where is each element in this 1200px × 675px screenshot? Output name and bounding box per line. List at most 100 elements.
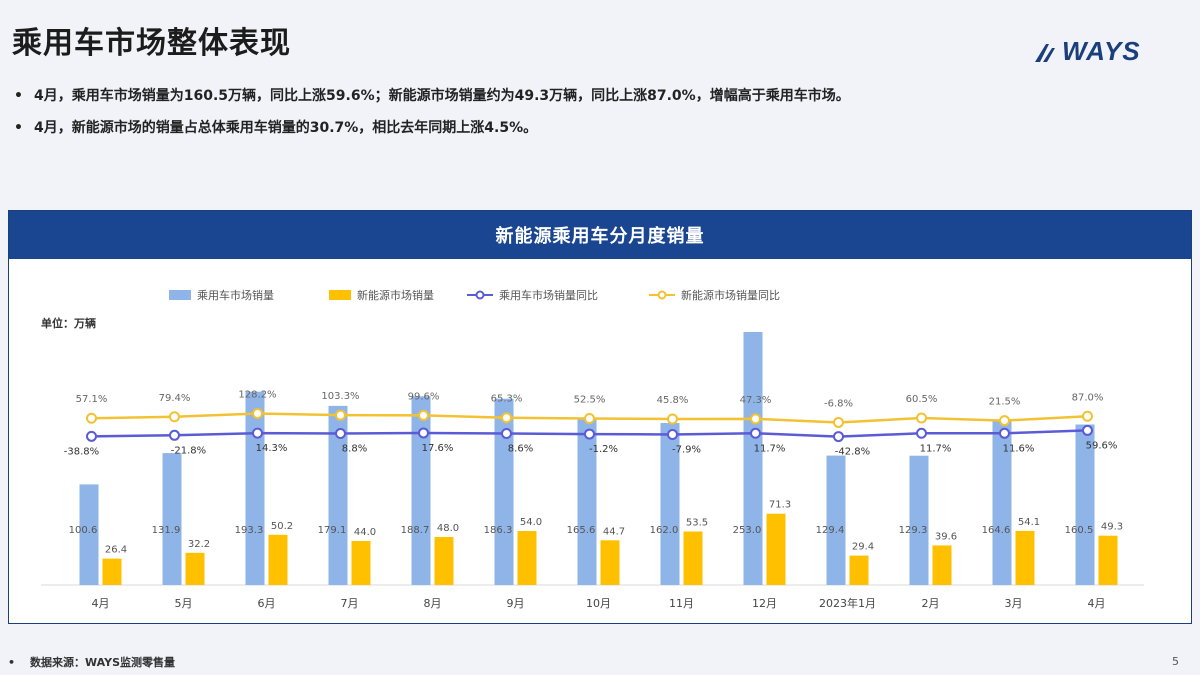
data-label-nev-sales: 39.6 [935,531,957,542]
legend-nev-yoy-marker [657,290,667,300]
bar-total-sales [1075,424,1095,585]
bullet-text: 4月，乘用车市场销量为160.5万辆，同比上涨59.6%；新能源市场销量约为49… [34,88,850,104]
bar-total-sales [328,405,348,585]
legend-total-yoy-marker [475,290,485,300]
point-total-yoy [833,431,844,443]
data-label-nev-yoy: 57.1% [76,394,108,405]
data-label-total-sales: 253.0 [733,525,762,536]
point-nev-yoy [335,409,346,421]
point-nev-yoy [169,411,180,423]
bar-total-sales [909,455,929,585]
chart-card: 新能源乘用车分月度销量 单位：万辆 乘用车市场销量 新能源市场销量 乘用车市场销量同… [8,210,1192,624]
point-total-yoy [916,427,927,439]
data-label-total-sales: 165.6 [567,525,596,536]
data-label-total-sales: 129.4 [816,525,845,536]
data-label-total-sales: 188.7 [401,525,430,536]
bar-nev-sales [600,540,620,585]
bar-nev-sales [932,545,952,585]
legend-nev-sales-label: 新能源市场销量 [357,288,434,302]
bar-total-sales [660,423,680,585]
bullet-marker: • [14,88,23,104]
point-total-yoy [667,428,678,440]
data-label-nev-yoy: 99.6% [408,391,440,402]
point-total-yoy [584,428,595,440]
point-nev-yoy [252,408,263,420]
data-label-nev-sales: 50.2 [271,521,293,532]
x-tick-label: 4月 [1088,597,1106,610]
point-total-yoy [252,427,263,439]
bar-nev-sales [683,531,703,585]
point-total-yoy [501,427,512,439]
data-label-nev-sales: 49.3 [1101,522,1123,533]
x-tick-label: 11月 [669,597,694,610]
data-label-nev-sales: 48.0 [437,523,459,534]
brand-logo-text: WAYS [1062,36,1141,66]
data-label-nev-sales: 44.0 [354,527,376,538]
page-number: 5 [1172,655,1179,668]
data-source-note: • 数据来源：WAYS监测零售量 [8,654,175,670]
data-label-total-sales: 131.9 [152,525,181,536]
data-label-nev-yoy: 103.3% [321,391,359,402]
bar-nev-sales [517,531,537,585]
bar-nev-sales [102,558,122,585]
data-label-nev-sales: 53.5 [686,518,708,529]
x-tick-label: 6月 [258,597,276,610]
data-label-nev-sales: 44.7 [603,526,625,537]
data-label-total-yoy: -1.2% [589,444,618,455]
point-nev-yoy [667,413,678,425]
data-label-nev-yoy: 128.2% [238,390,276,401]
point-nev-yoy [750,413,761,425]
data-label-total-yoy: 8.6% [508,443,533,454]
data-label-total-sales: 186.3 [484,525,513,536]
data-label-nev-sales: 32.2 [188,539,210,550]
legend-total-yoy-label: 乘用车市场销量同比 [499,288,598,302]
bar-total-sales [411,396,431,585]
bar-total-sales [992,420,1012,585]
point-total-yoy [86,430,97,442]
summary-bullet: • 4月，乘用车市场销量为160.5万辆，同比上涨59.6%；新能源市场销量约为… [14,86,1164,106]
point-nev-yoy [1082,410,1093,422]
x-tick-label: 12月 [752,597,777,610]
data-label-total-sales: 129.3 [899,525,928,536]
bar-total-sales [162,453,182,585]
data-label-total-yoy: 11.6% [1003,443,1035,454]
point-nev-yoy [999,415,1010,427]
data-label-total-sales: 162.0 [650,525,679,536]
data-label-total-sales: 179.1 [318,525,347,536]
bar-nev-sales [766,513,786,585]
data-label-nev-sales: 71.3 [769,500,791,511]
data-label-nev-yoy: 47.3% [740,395,772,406]
data-label-nev-yoy: 87.0% [1072,392,1104,403]
data-label-nev-sales: 54.0 [520,517,542,528]
point-total-yoy [750,427,761,439]
bar-nev-sales [1098,535,1118,585]
point-total-yoy [335,427,346,439]
data-label-nev-yoy: -6.8% [824,398,853,409]
point-total-yoy [418,427,429,439]
page-title: 乘用车市场整体表现 [12,26,291,61]
point-total-yoy [999,427,1010,439]
sales-chart: 乘用车市场销量 新能源市场销量 乘用车市场销量同比 新能源市场销量同比 100.6 26.… [41,288,1144,610]
x-tick-label: 8月 [424,597,442,610]
chart-title: 新能源乘用车分月度销量 [9,211,1191,259]
data-label-total-yoy: 14.3% [256,443,288,454]
point-nev-yoy [833,416,844,428]
bar-total-sales [826,455,846,585]
x-tick-label: 3月 [1005,597,1023,610]
legend-nev-yoy-label: 新能源市场销量同比 [681,288,780,302]
bar-total-sales [743,332,763,585]
point-total-yoy [169,429,180,441]
bar-nev-sales [434,537,454,585]
data-label-total-sales: 100.6 [69,525,98,536]
data-label-total-yoy: -7.9% [672,444,701,455]
point-nev-yoy [86,412,97,424]
data-label-nev-yoy: 60.5% [906,394,938,405]
bar-total-sales [494,398,514,585]
brand-logo: WAYS [1032,36,1141,67]
x-tick-label: 2月 [922,597,940,610]
x-tick-label: 9月 [507,597,525,610]
x-tick-label: 4月 [92,597,110,610]
data-label-nev-yoy: 21.5% [989,397,1021,408]
data-label-total-yoy: 11.7% [920,443,952,454]
data-label-nev-yoy: 52.5% [574,395,606,406]
